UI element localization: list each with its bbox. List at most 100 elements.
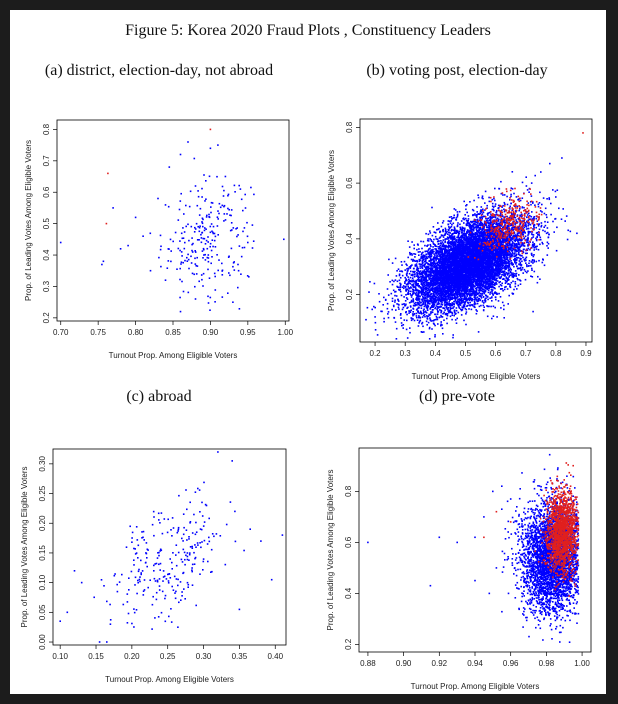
data-point [227, 256, 230, 258]
data-point [442, 244, 444, 247]
data-point [486, 255, 489, 258]
data-point [425, 268, 427, 271]
data-point [400, 294, 403, 297]
data-point [430, 240, 433, 242]
data-point [451, 249, 454, 251]
data-point [420, 307, 423, 309]
data-point [424, 263, 426, 265]
data-point [194, 226, 196, 229]
data-point [432, 293, 435, 295]
data-point [202, 257, 204, 259]
data-point [437, 302, 440, 305]
data-point [227, 194, 229, 197]
data-point [493, 283, 495, 286]
data-point [479, 234, 481, 236]
data-point [203, 248, 205, 251]
data-point [540, 224, 543, 227]
data-point [477, 298, 480, 300]
data-point [415, 275, 418, 277]
data-point [410, 306, 412, 308]
data-point [533, 254, 535, 256]
data-point [423, 281, 426, 284]
data-point [468, 295, 471, 297]
data-point [223, 204, 226, 207]
data-point [446, 255, 448, 258]
data-point [205, 180, 207, 182]
data-point [198, 230, 201, 233]
data-point [448, 229, 450, 232]
data-point [221, 185, 224, 188]
data-point [207, 268, 209, 271]
data-point [204, 227, 206, 229]
data-point [417, 311, 419, 314]
data-point [538, 234, 541, 237]
data-point [180, 232, 183, 235]
data-point [533, 259, 535, 262]
data-point [481, 300, 484, 302]
data-point [407, 282, 409, 285]
data-point [434, 245, 437, 247]
data-point [178, 208, 181, 211]
data-point [217, 210, 219, 212]
data-point [489, 211, 491, 214]
data-point [503, 194, 506, 196]
data-point [497, 204, 500, 207]
data-point [548, 197, 550, 199]
data-point [469, 298, 472, 301]
data-point [432, 266, 435, 268]
data-point [398, 289, 401, 291]
data-point [391, 297, 394, 300]
data-point [510, 187, 513, 189]
data-point [553, 231, 555, 233]
data-point [429, 277, 431, 280]
data-point [458, 231, 460, 234]
subtitle-c: (c) abroad [126, 388, 192, 405]
data-point [216, 254, 218, 256]
data-point [417, 325, 420, 327]
data-point [503, 273, 506, 275]
data-point [283, 238, 285, 241]
data-point [490, 280, 493, 282]
data-point [465, 298, 467, 300]
data-point [518, 234, 520, 237]
data-point [442, 255, 445, 258]
data-point [429, 265, 432, 267]
data-point [518, 252, 520, 254]
data-point [203, 254, 205, 256]
data-point [409, 293, 411, 295]
data-point [210, 201, 213, 204]
data-point [428, 288, 430, 290]
data-point [488, 237, 491, 240]
x-axis-label: Turnout Prop. Among Eligible Voters [109, 351, 238, 360]
data-point [416, 319, 419, 321]
data-point [459, 304, 462, 306]
data-point [455, 247, 458, 250]
data-point [478, 297, 480, 300]
data-point [392, 304, 395, 307]
data-point [474, 213, 476, 215]
data-point [201, 222, 204, 225]
data-point [207, 254, 210, 256]
data-point [436, 318, 439, 321]
data-point [494, 282, 496, 285]
data-point [183, 213, 185, 215]
data-point [239, 188, 242, 190]
data-point [440, 292, 442, 294]
data-point [439, 247, 441, 249]
data-point [463, 222, 465, 224]
data-point [552, 220, 554, 223]
data-point [489, 297, 491, 299]
y-tick-label: 0.2 [42, 312, 51, 324]
data-point [465, 311, 468, 313]
data-point [473, 265, 475, 268]
data-point [426, 309, 429, 311]
data-point [201, 250, 204, 252]
data-point [525, 228, 528, 230]
data-point [440, 323, 442, 326]
data-point [446, 233, 449, 235]
data-point [477, 222, 479, 225]
y-tick-label: 0.4 [345, 233, 354, 245]
data-point [547, 243, 550, 245]
data-point [479, 224, 482, 227]
data-point [510, 237, 513, 240]
